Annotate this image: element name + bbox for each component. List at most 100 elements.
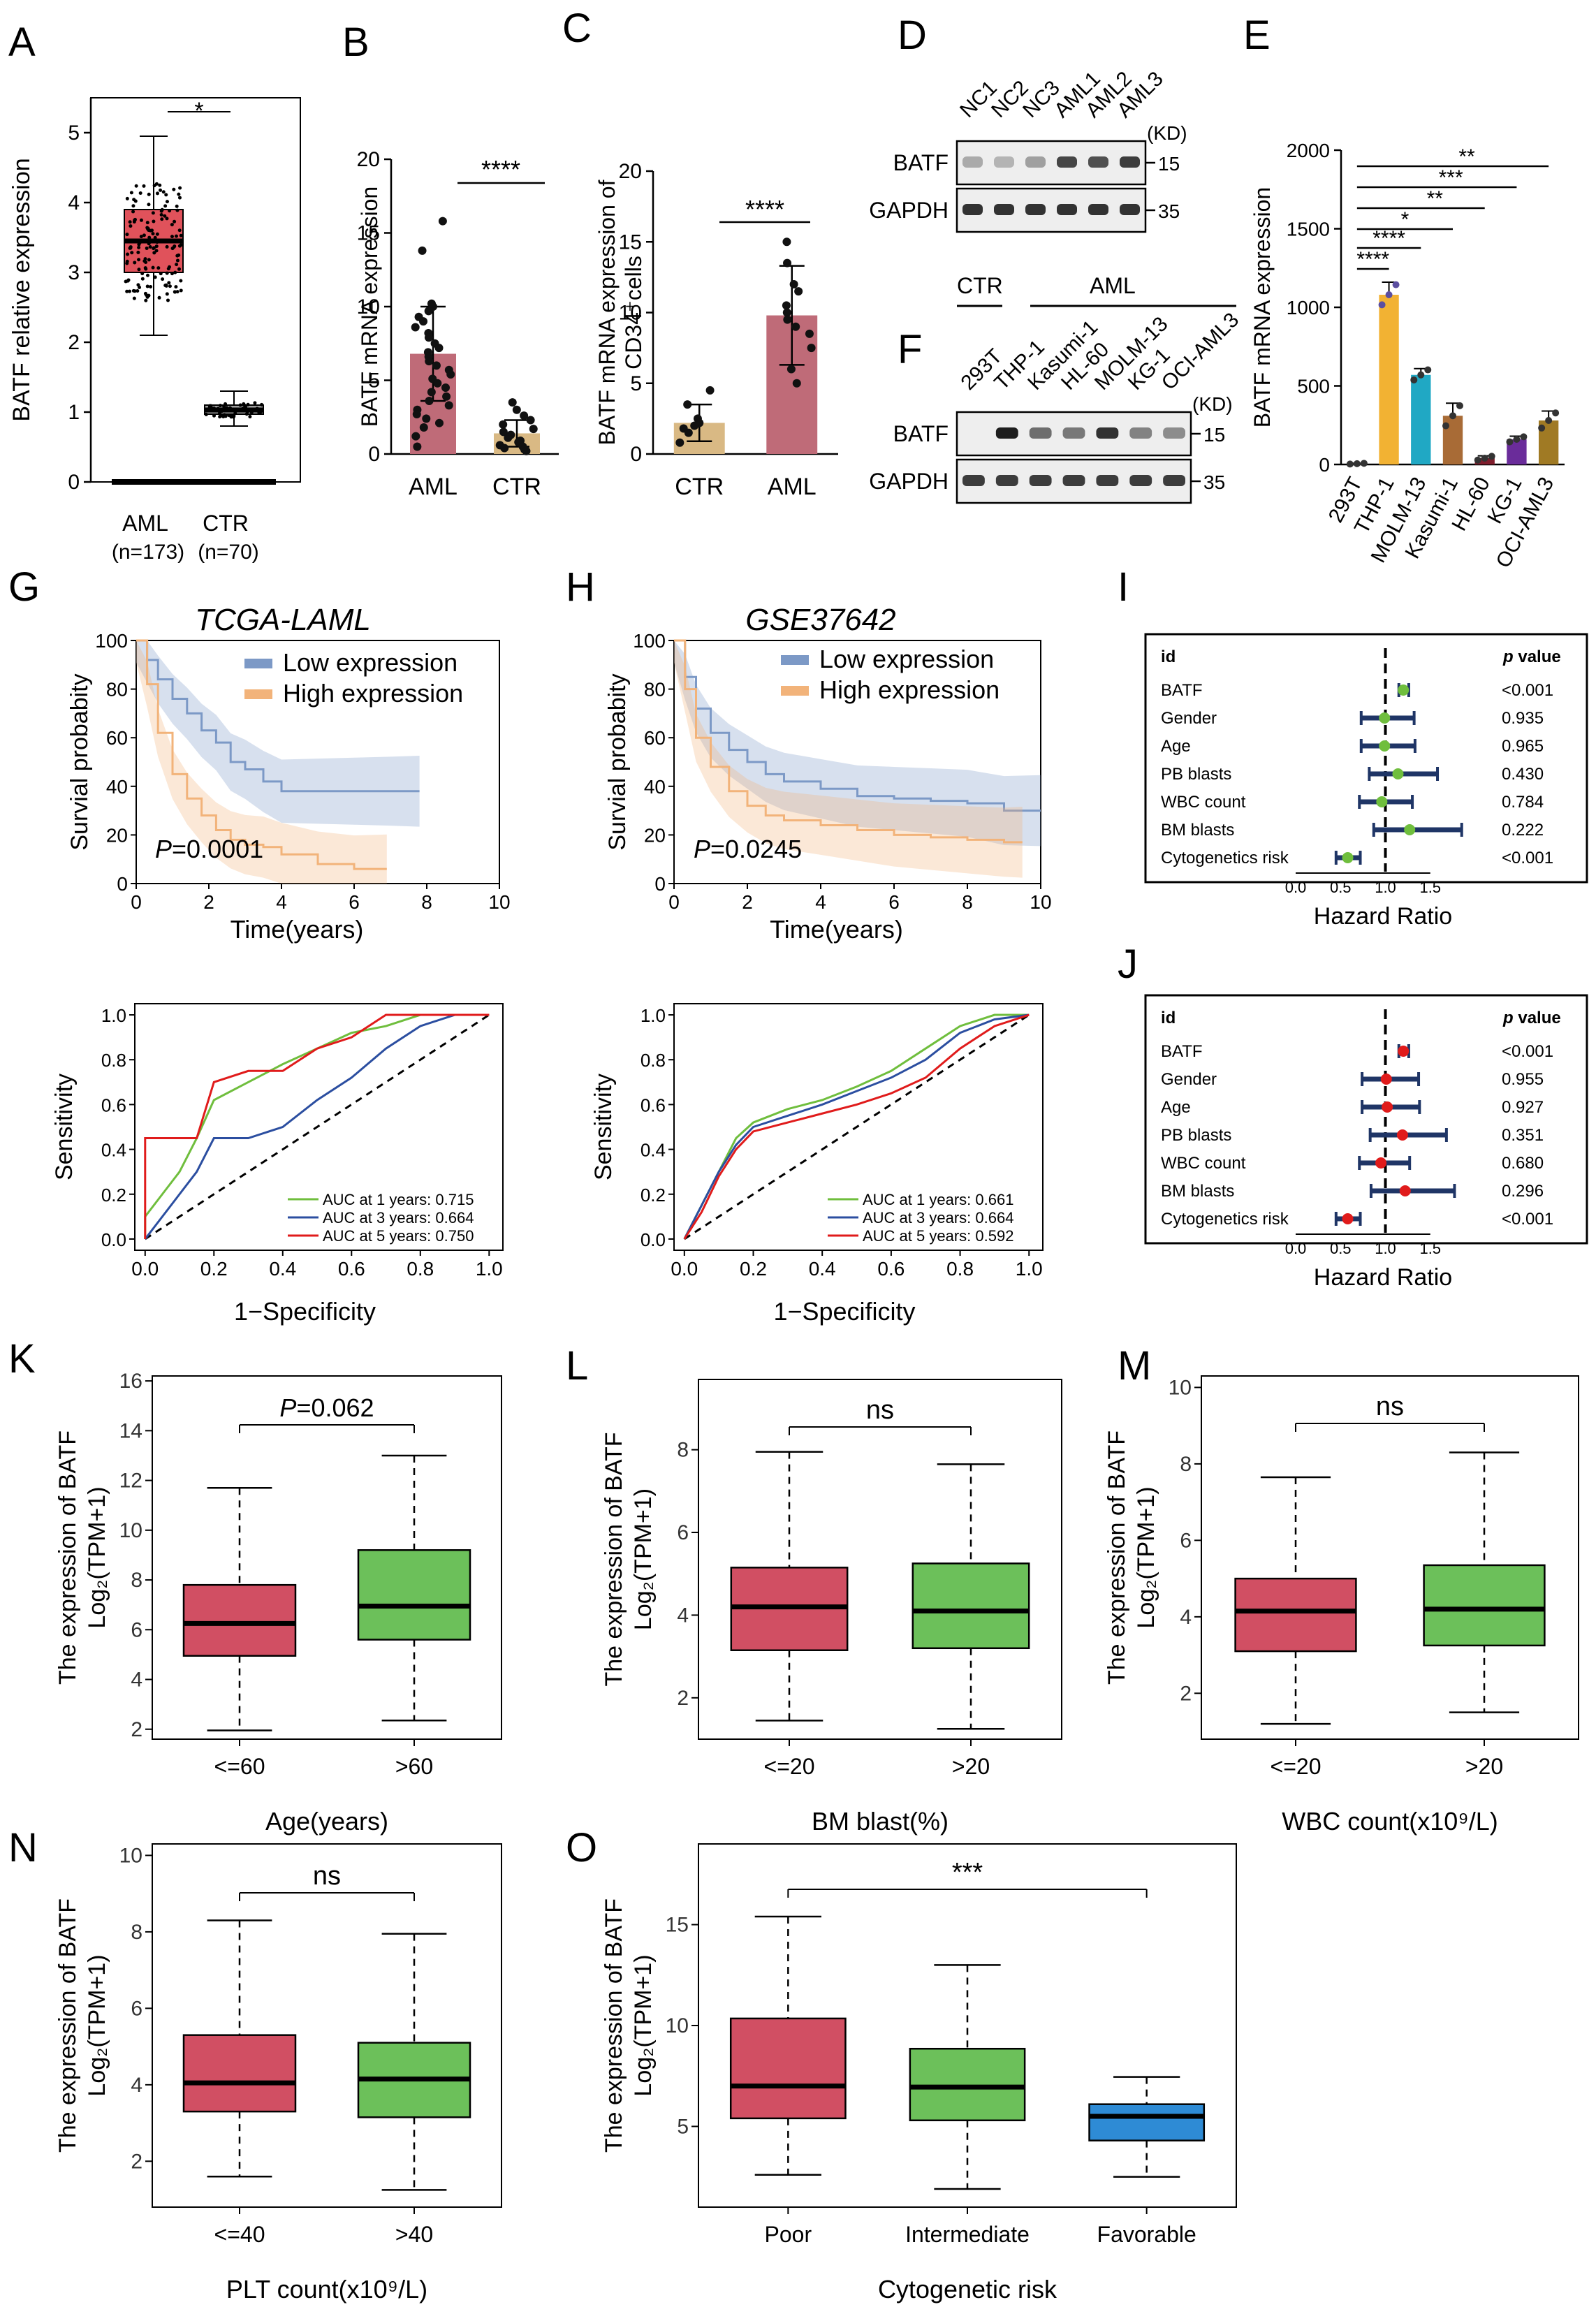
data-point (419, 317, 428, 326)
significance: *** (952, 1858, 983, 1887)
data-point (170, 272, 174, 276)
data-point (165, 200, 169, 204)
data-point (1410, 376, 1418, 383)
row-label: Age (1161, 737, 1191, 756)
y-axis-title: Survial probabity (66, 673, 93, 850)
protein-label: BATF (893, 150, 949, 175)
data-point (170, 235, 174, 239)
p-annotation: P=0.0001 (155, 835, 263, 863)
row-label: WBC count (1161, 1154, 1246, 1173)
y-tick-label: 100 (633, 630, 666, 652)
x-tick-label: CTR (492, 474, 541, 500)
data-point (1456, 402, 1463, 409)
x-tick-label: 8 (421, 891, 432, 913)
panel-letter-d: D (898, 13, 927, 58)
p-value: 0.955 (1502, 1070, 1544, 1089)
y-tick-label: 0.2 (101, 1185, 126, 1206)
data-point (125, 289, 129, 293)
data-point (792, 379, 801, 388)
data-point (675, 438, 684, 447)
y-tick-label: 500 (1297, 376, 1330, 397)
panel-letter-o: O (566, 1825, 597, 1870)
data-point (149, 285, 153, 289)
data-point (140, 277, 145, 281)
column-header-id: id (1161, 1009, 1176, 1027)
y-axis-title: BATF relative expression (8, 158, 35, 421)
x-tick-label: CTR (675, 474, 724, 500)
x-tick-label: 10 (1030, 891, 1051, 913)
y-tick-label: 3 (68, 261, 80, 284)
x-tick-label: 0.2 (740, 1258, 767, 1280)
marker-label: 15 (1158, 153, 1180, 175)
x-tick-label: Poor (765, 2222, 812, 2247)
panel-letter-l: L (566, 1343, 588, 1389)
x-tick-label: 1.0 (1016, 1258, 1043, 1280)
data-point (413, 442, 422, 451)
hr-marker (1398, 1046, 1410, 1057)
data-point (145, 284, 149, 288)
data-point (145, 246, 149, 250)
data-point (175, 204, 179, 208)
data-point (143, 266, 147, 270)
y-tick-label: 0 (654, 873, 666, 895)
x-tick-label: >40 (395, 2222, 433, 2247)
y-tick-label: 6 (131, 1997, 142, 2020)
km-confidence-band (136, 640, 387, 884)
y-tick-label: 8 (131, 1921, 142, 1944)
x-tick-label: 0.8 (407, 1258, 434, 1280)
p-value: 0.935 (1502, 709, 1544, 728)
x-tick-label: 0.4 (809, 1258, 836, 1280)
data-point (145, 295, 149, 299)
y-tick-label: 2000 (1287, 140, 1330, 161)
legend-swatch (781, 686, 809, 696)
data-point (165, 271, 169, 275)
data-point (155, 232, 159, 236)
protein-label: GAPDH (869, 198, 949, 223)
data-point (136, 283, 140, 287)
data-point (152, 251, 156, 255)
blot-band (1088, 156, 1108, 168)
data-point (1392, 281, 1400, 288)
marker-label: 35 (1158, 200, 1180, 222)
km-confidence-band (674, 640, 1041, 847)
hr-marker (1404, 824, 1416, 835)
y-axis-title-2: Log₂(TPM+1) (84, 1486, 110, 1628)
data-point (222, 404, 226, 409)
x-axis-title: Hazard Ratio (1314, 1264, 1452, 1291)
data-point (166, 267, 170, 271)
y-tick-label: 4 (131, 1669, 142, 1692)
data-point (438, 217, 447, 226)
data-point (444, 401, 453, 410)
y-tick-label: 1.0 (640, 1005, 666, 1026)
x-axis-title: 1−Specificity (773, 1297, 915, 1326)
p-value: 0.927 (1502, 1098, 1544, 1117)
row-label: PB blasts (1161, 765, 1231, 784)
data-point (1385, 291, 1393, 298)
data-point (526, 416, 535, 425)
data-point (504, 433, 513, 442)
data-point (133, 261, 137, 265)
x-tick-label: 2 (203, 891, 214, 913)
zero-cluster (192, 479, 276, 485)
plot-frame (698, 1379, 1062, 1740)
y-axis-title: Sensitivity (590, 1074, 617, 1180)
data-point (419, 423, 428, 432)
data-point (159, 209, 163, 213)
x-axis-title: Time(years) (770, 915, 903, 944)
p-value: 0.351 (1502, 1126, 1544, 1145)
data-point (683, 400, 692, 409)
data-point (158, 183, 162, 187)
blot-band (1163, 427, 1185, 439)
x-axis-title: Cytogenetic risk (878, 2275, 1057, 2304)
y-tick-label: 15 (357, 222, 380, 245)
y-tick-label: 10 (1169, 1376, 1192, 1399)
y-axis-title: Sensitivity (51, 1074, 78, 1180)
data-point (163, 204, 168, 208)
y-axis-title: BATF mRNA expression (357, 186, 382, 427)
data-point (782, 301, 791, 310)
blot-band (1062, 475, 1085, 486)
roc-curve (683, 1013, 1030, 1240)
data-point (137, 258, 141, 262)
y-tick-label: 2 (68, 331, 80, 354)
y-tick-label: 0.4 (640, 1140, 666, 1161)
